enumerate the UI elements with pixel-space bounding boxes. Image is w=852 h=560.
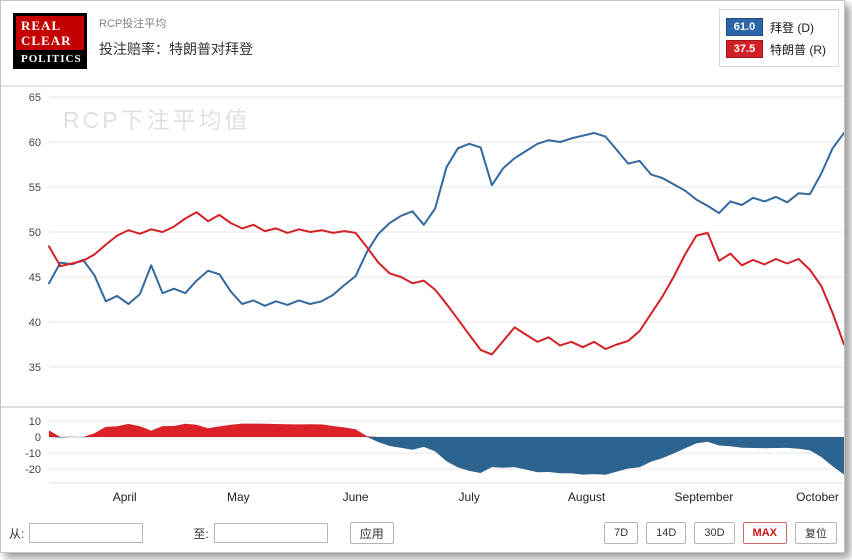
- x-axis-month-label: June: [343, 490, 369, 504]
- biden-lead-area: [49, 437, 844, 475]
- to-date-input[interactable]: [213, 523, 328, 543]
- trump-value-badge: 37.5: [726, 40, 763, 58]
- trump-label: 特朗普 (R): [770, 42, 826, 57]
- biden-label: 拜登 (D): [770, 20, 814, 35]
- y-axis-tick-label: 60: [29, 137, 41, 149]
- y-axis-tick-label: 35: [29, 362, 41, 374]
- biden-value-badge: 61.0: [726, 18, 763, 36]
- y-axis-tick-label: 45: [29, 272, 41, 284]
- range-max-button[interactable]: MAX: [742, 522, 787, 544]
- chart-kicker: RCP投注平均: [99, 18, 167, 30]
- rcp-betting-widget: REAL CLEAR POLITICS RCP投注平均 投注赔率：特朗普对拜登 …: [0, 0, 845, 553]
- to-label: 至:: [193, 526, 209, 541]
- x-axis-month-label: August: [568, 490, 606, 504]
- logo-line-clear: CLEAR: [21, 33, 72, 48]
- y-axis-tick-label: 50: [29, 227, 41, 239]
- from-date-input[interactable]: [29, 523, 144, 543]
- biden-line: [48, 132, 844, 307]
- x-axis-month-label: October: [796, 490, 839, 504]
- legend-row-biden: 61.0 拜登 (D): [726, 18, 832, 36]
- logo-line-real: REAL: [21, 18, 62, 33]
- legend: 61.0 拜登 (D) 37.5 特朗普 (R): [719, 9, 839, 67]
- chart-area: 65 60 55 50 45 40 35 10 0 -10 -20 April May June July A…: [1, 85, 845, 513]
- logo-line-politics: POLITICS: [21, 53, 82, 65]
- diff-axis-tick-label: -20: [25, 464, 41, 476]
- reset-button[interactable]: 复位: [795, 522, 837, 544]
- apply-button[interactable]: 应用: [349, 522, 394, 544]
- rcp-logo: REAL CLEAR POLITICS: [13, 13, 87, 69]
- diff-axis-tick-label: -10: [25, 448, 41, 460]
- y-axis-tick-label: 55: [29, 182, 41, 194]
- chart-canvas[interactable]: 65 60 55 50 45 40 35 10 0 -10 -20 April May June July A…: [1, 85, 845, 513]
- page-title: 投注赔率：特朗普对拜登: [99, 41, 253, 57]
- range-7d-button[interactable]: 7D: [604, 522, 639, 544]
- range-buttons: 7D 14D 30D MAX 复位: [604, 522, 837, 544]
- from-label: 从:: [9, 526, 25, 541]
- y-axis-tick-label: 40: [29, 317, 41, 329]
- diff-axis-tick-label: 0: [35, 432, 41, 444]
- range-30d-button[interactable]: 30D: [694, 522, 735, 544]
- y-axis-tick-label: 65: [29, 92, 41, 104]
- x-axis-month-label: September: [675, 490, 734, 504]
- header-titles: RCP投注平均 投注赔率：特朗普对拜登: [99, 15, 253, 59]
- range-14d-button[interactable]: 14D: [646, 522, 687, 544]
- trump-line: [48, 211, 844, 356]
- range-toolbar: 从: 至: 应用 7D 14D 30D MAX 复位: [9, 521, 837, 545]
- x-axis-month-label: April: [113, 490, 137, 504]
- diff-axis-tick-label: 10: [29, 416, 41, 428]
- x-axis-month-label: July: [459, 490, 480, 504]
- x-axis-month-label: May: [227, 490, 250, 504]
- legend-row-trump: 37.5 特朗普 (R): [726, 40, 832, 58]
- trump-lead-area: [49, 423, 844, 437]
